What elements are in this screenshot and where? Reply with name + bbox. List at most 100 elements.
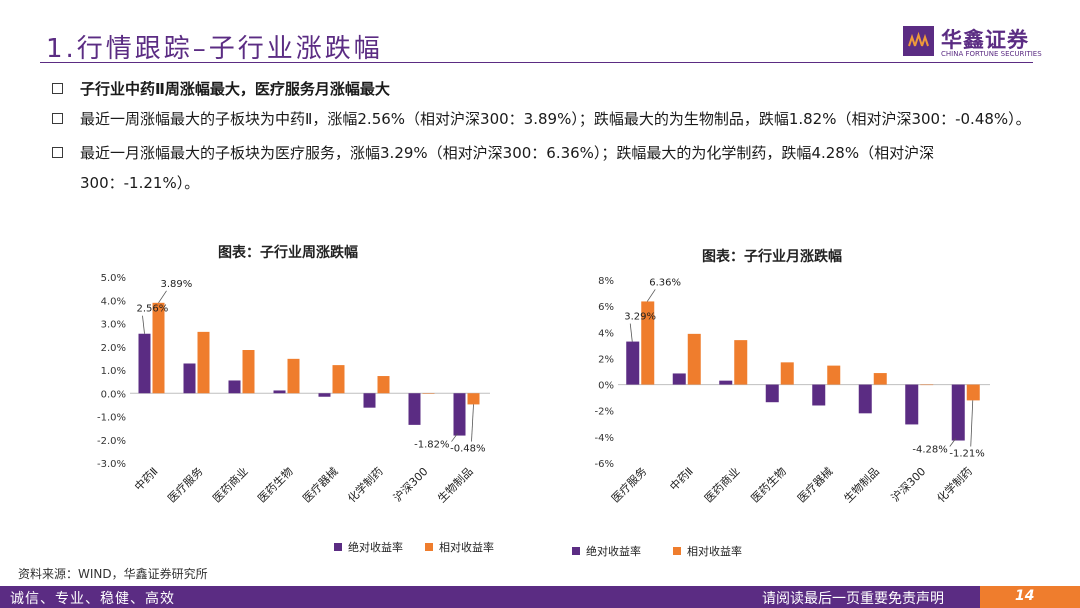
data-label-rel-max: 6.36% bbox=[649, 277, 681, 288]
legend-label-relative: 相对收益率 bbox=[439, 541, 494, 554]
bar-relative bbox=[641, 301, 655, 385]
bar-relative bbox=[332, 365, 345, 394]
bar-absolute bbox=[672, 373, 686, 385]
monthly-chart: -6% -4% -2% 0% 2% 4% 6% 8% 医疗服务 中药Ⅱ 医药商业 医药生物 医疗器械 生物… bbox=[595, 276, 990, 505]
bar-absolute bbox=[905, 384, 919, 425]
bar-absolute bbox=[363, 393, 376, 408]
bar-absolute bbox=[318, 393, 331, 397]
bullet-item: 最近一月涨幅最大的子板块为医疗服务，涨幅3.29%（相对沪深300：6.36%）… bbox=[52, 138, 1042, 198]
bar-absolute bbox=[183, 363, 196, 394]
x-category-label: 医疗器械 bbox=[300, 464, 341, 505]
footer-slogan: 诚信、专业、稳健、高效 bbox=[10, 591, 175, 607]
y-tick-label: -4% bbox=[595, 433, 614, 444]
square-bullet-icon bbox=[52, 113, 63, 124]
data-label-abs-max: 3.29% bbox=[624, 312, 656, 323]
x-category-label: 化学制药 bbox=[934, 464, 975, 505]
bar-relative bbox=[422, 393, 435, 394]
x-category-label: 中药Ⅱ bbox=[132, 465, 161, 494]
square-bullet-icon bbox=[52, 147, 63, 158]
leader-line bbox=[970, 400, 974, 447]
y-tick-label: 6% bbox=[598, 302, 614, 313]
bar-absolute bbox=[408, 393, 421, 425]
y-tick-label: -6% bbox=[595, 459, 614, 470]
bar-relative bbox=[920, 384, 934, 386]
page-title: 1.行情跟踪–子行业涨跌幅 bbox=[46, 34, 383, 64]
bullet-text: 最近一月涨幅最大的子板块为医疗服务，涨幅3.29%（相对沪深300：6.36%）… bbox=[80, 144, 935, 192]
bar-absolute bbox=[273, 390, 286, 394]
bar-absolute bbox=[858, 384, 872, 414]
square-bullet-icon bbox=[52, 83, 63, 94]
leader-line bbox=[451, 433, 458, 442]
x-category-label: 医药商业 bbox=[701, 464, 742, 505]
x-category-label: 医疗服务 bbox=[608, 464, 649, 505]
bar-absolute bbox=[453, 393, 466, 436]
y-tick-label: 0.0% bbox=[101, 389, 126, 400]
data-source: 资料来源：WIND，华鑫证券研究所 bbox=[18, 567, 208, 581]
bar-absolute bbox=[765, 384, 779, 403]
y-tick-label: 0% bbox=[598, 381, 614, 392]
x-category-label: 医药生物 bbox=[748, 464, 789, 505]
bar-absolute bbox=[951, 384, 965, 441]
bar-relative bbox=[467, 393, 480, 405]
page-number-box bbox=[980, 586, 1080, 608]
leader-line bbox=[646, 289, 656, 302]
footer-bar: 诚信、专业、稳健、高效 请阅读最后一页重要免责声明 14 bbox=[0, 586, 1080, 608]
bar-relative bbox=[242, 350, 255, 394]
y-tick-label: -2.0% bbox=[97, 436, 126, 447]
x-category-label: 沪深300 bbox=[390, 464, 430, 504]
x-category-label: 中药Ⅱ bbox=[667, 465, 696, 494]
y-tick-label: 2.0% bbox=[101, 343, 126, 354]
bar-relative bbox=[780, 362, 794, 385]
data-label-abs-min: -4.28% bbox=[912, 445, 947, 456]
x-category-label: 医药商业 bbox=[210, 464, 251, 505]
legend-swatch-relative bbox=[673, 547, 681, 555]
x-category-label: 生物制品 bbox=[435, 464, 476, 505]
y-tick-label: 3.0% bbox=[101, 320, 126, 331]
data-label-rel-max: 3.89% bbox=[161, 279, 193, 290]
monthly-chart-title: 图表：子行业月涨跌幅 bbox=[702, 249, 842, 265]
bullet-item: 子行业中药Ⅱ周涨幅最大，医疗服务月涨幅最大 bbox=[52, 74, 1042, 104]
bar-absolute bbox=[228, 380, 241, 394]
y-tick-label: -3.0% bbox=[97, 459, 126, 470]
y-tick-label: 1.0% bbox=[101, 366, 126, 377]
x-category-label: 医药生物 bbox=[255, 464, 296, 505]
weekly-legend: 绝对收益率 相对收益率 bbox=[334, 539, 494, 555]
bar-relative bbox=[687, 333, 701, 385]
footer-disclaimer: 请阅读最后一页重要免责声明 bbox=[762, 591, 944, 607]
summary-bullets: 子行业中药Ⅱ周涨幅最大，医疗服务月涨幅最大 最近一周涨幅最大的子板块为中药Ⅱ，涨… bbox=[52, 74, 1042, 202]
leader-line bbox=[142, 315, 145, 334]
bar-absolute bbox=[626, 341, 640, 385]
bar-relative bbox=[873, 373, 887, 385]
leader-line bbox=[949, 438, 957, 447]
x-category-label: 沪深300 bbox=[888, 464, 928, 504]
bar-absolute bbox=[138, 333, 151, 394]
y-tick-label: -2% bbox=[595, 407, 614, 418]
leader-line bbox=[471, 404, 474, 442]
legend-label-absolute: 绝对收益率 bbox=[586, 545, 641, 558]
weekly-chart-title: 图表：子行业周涨跌幅 bbox=[218, 245, 358, 261]
logo-english: CHINA FORTUNE SECURITIES bbox=[941, 50, 1042, 58]
data-label-rel-min: -1.21% bbox=[949, 449, 984, 460]
legend-swatch-relative bbox=[425, 543, 433, 551]
logo-name: 华鑫证券 bbox=[941, 28, 1029, 52]
legend-label-absolute: 绝对收益率 bbox=[348, 541, 403, 554]
y-tick-label: 8% bbox=[598, 276, 614, 287]
title-divider bbox=[40, 62, 1033, 63]
y-tick-label: 5.0% bbox=[101, 273, 126, 284]
x-category-label: 医疗服务 bbox=[165, 464, 206, 505]
bar-relative bbox=[734, 340, 748, 385]
logo-mark-icon bbox=[903, 26, 934, 56]
data-label-abs-max: 2.56% bbox=[137, 304, 169, 315]
bullet-text: 子行业中药Ⅱ周涨幅最大，医疗服务月涨幅最大 bbox=[80, 80, 390, 98]
bar-relative bbox=[377, 376, 390, 394]
y-tick-label: 2% bbox=[598, 354, 614, 365]
bar-absolute bbox=[812, 384, 826, 406]
x-category-label: 生物制品 bbox=[841, 464, 882, 505]
data-label-rel-min: -0.48% bbox=[450, 444, 485, 455]
y-tick-label: 4% bbox=[598, 328, 614, 339]
bar-relative bbox=[152, 302, 165, 394]
x-category-label: 医疗器械 bbox=[794, 464, 835, 505]
bar-relative bbox=[197, 331, 210, 394]
bar-relative bbox=[827, 365, 841, 385]
company-logo: 华鑫证券 CHINA FORTUNE SECURITIES bbox=[903, 24, 1043, 60]
